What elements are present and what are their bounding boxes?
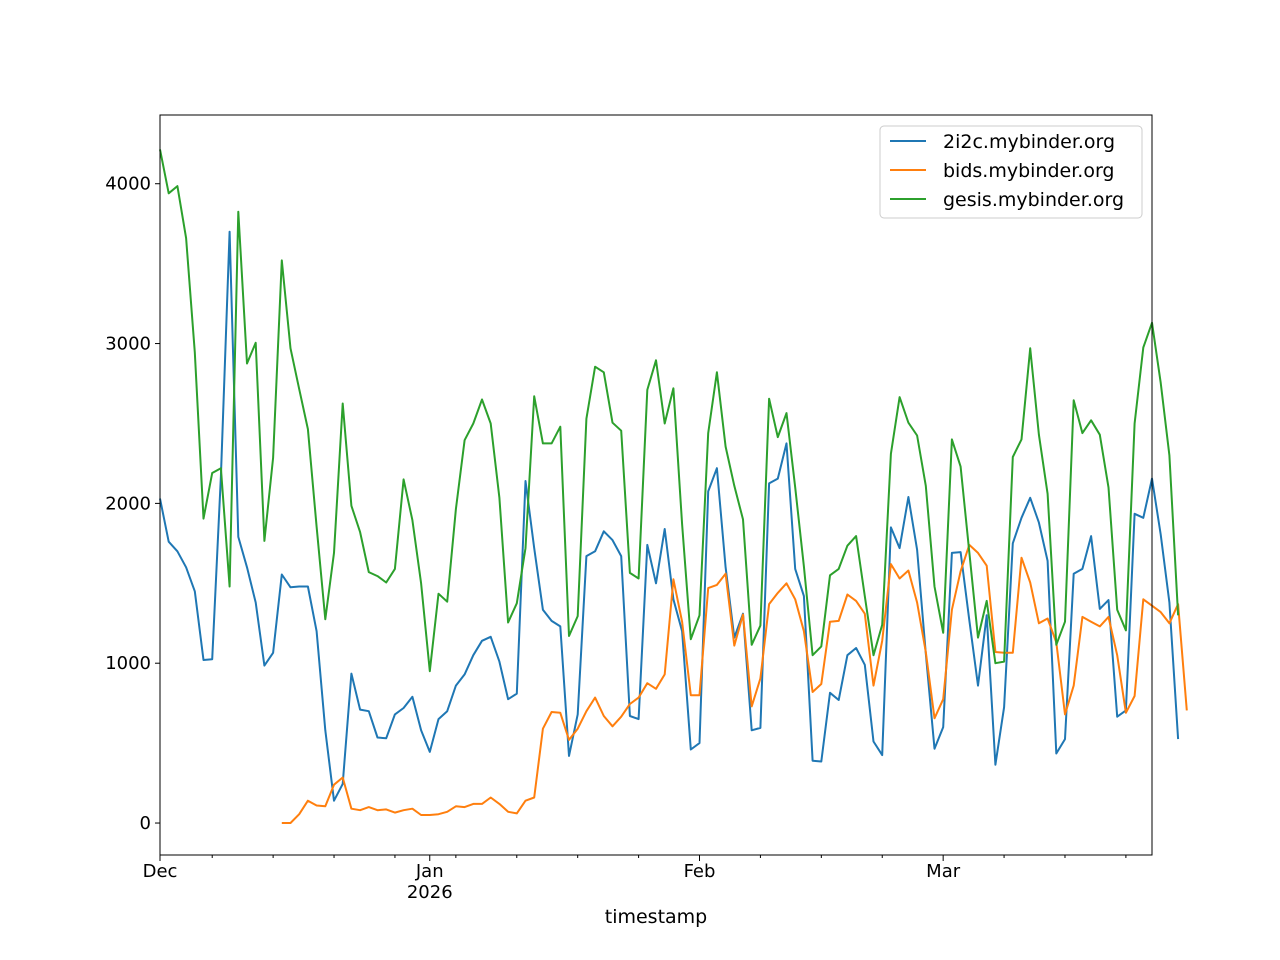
y-tick-label: 2000 <box>105 493 151 514</box>
series-line-gesis <box>159 149 1180 673</box>
legend-box <box>879 125 1143 219</box>
x-axis-title: timestamp <box>605 906 708 928</box>
x-tick-label: Jan <box>415 861 444 882</box>
plot-frame <box>159 114 1153 856</box>
legend-label-2i2c: 2i2c.mybinder.org <box>943 131 1115 153</box>
x-tick-label: Feb <box>684 861 716 882</box>
y-axis: 0 1000 2000 3000 4000 <box>105 174 160 834</box>
x-tick-label: Dec <box>143 861 178 882</box>
y-tick-label: 4000 <box>105 174 151 195</box>
y-tick-label: 1000 <box>105 653 151 674</box>
series-line-bids <box>281 543 1188 824</box>
legend-label-bids: bids.mybinder.org <box>943 160 1115 182</box>
legend-label-gesis: gesis.mybinder.org <box>943 189 1124 211</box>
series-line-2i2c <box>159 230 1180 802</box>
y-tick-label: 3000 <box>105 334 151 355</box>
y-tick-label: 0 <box>140 813 151 834</box>
x-tick-year-label: 2026 <box>407 882 453 903</box>
series-lines <box>159 149 1188 824</box>
legend: 2i2c.mybinder.org bids.mybinder.org gesi… <box>879 125 1143 219</box>
x-tick-label: Mar <box>926 861 961 882</box>
